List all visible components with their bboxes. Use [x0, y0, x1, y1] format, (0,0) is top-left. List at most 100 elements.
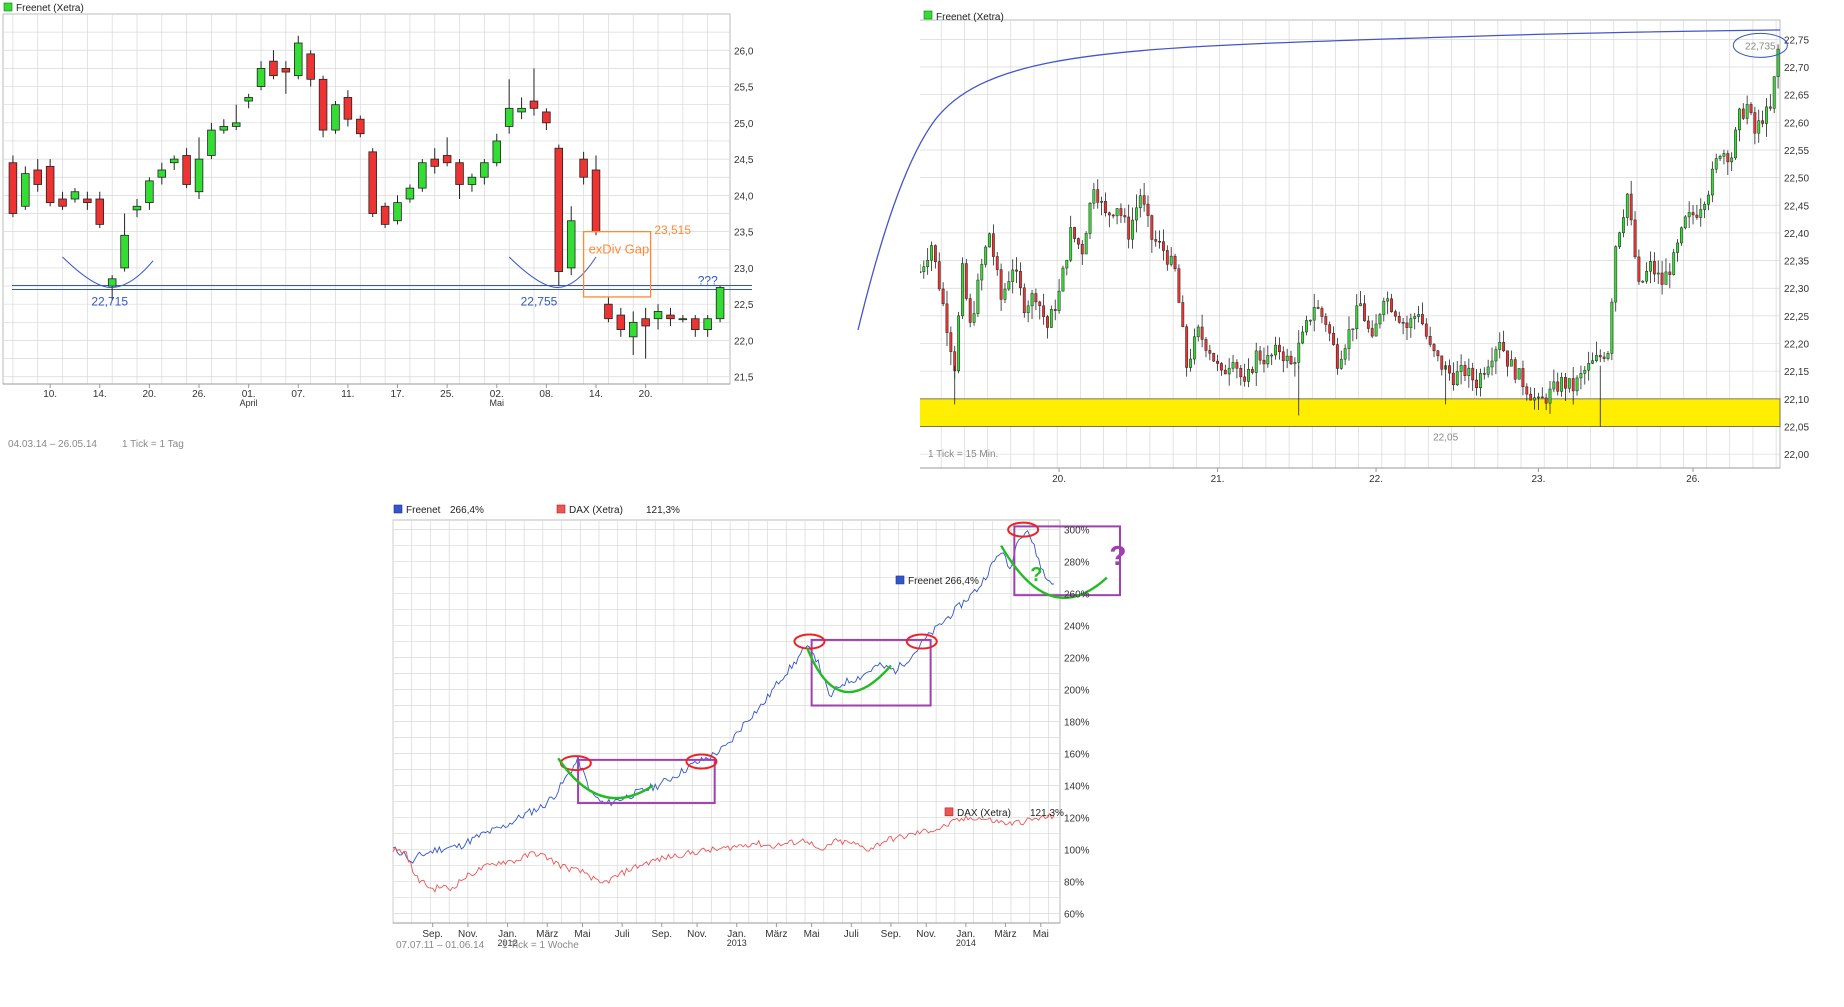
candle-body — [1073, 227, 1076, 239]
x-tick-label: Sep. — [652, 929, 673, 940]
candle-body — [1204, 339, 1208, 351]
candle-body — [1633, 219, 1637, 258]
tick-label: 1 Tick = 15 Min. — [928, 449, 998, 460]
candle-body — [1455, 371, 1459, 386]
candle-body — [678, 318, 688, 321]
dax-inline-name: DAX (Xetra) — [957, 808, 1011, 819]
candle-body — [1281, 351, 1285, 362]
y-tick-label: 100% — [1064, 845, 1090, 856]
candle-body — [1363, 303, 1366, 322]
x-tick-label: März — [994, 929, 1016, 940]
candle-body — [1332, 332, 1335, 345]
candle-body — [591, 169, 601, 233]
y-tick-label: 220% — [1064, 654, 1090, 665]
cup-curve-2 — [806, 647, 892, 694]
candle-body — [628, 321, 638, 338]
x-tick-label: Jan. — [956, 929, 975, 940]
candle-body — [1652, 261, 1656, 275]
candle-body — [1150, 215, 1154, 240]
candle-body — [957, 315, 960, 372]
y-tick-label: 22,20 — [1784, 340, 1809, 351]
candle-body — [58, 198, 67, 207]
candle-body — [1293, 362, 1297, 365]
candle-body — [1046, 316, 1049, 328]
candle-body — [1003, 288, 1007, 300]
candle-body — [1146, 203, 1150, 216]
candle-body — [1707, 194, 1710, 205]
candle-body — [1173, 255, 1177, 269]
candle-body — [1328, 324, 1332, 334]
candle-body — [1320, 308, 1324, 317]
candle-body — [1181, 302, 1185, 327]
candle-body — [715, 287, 725, 320]
gap-top-label: 23,515 — [654, 223, 691, 237]
y-tick-label: 23,5 — [734, 228, 754, 239]
candle-body — [442, 155, 452, 164]
candle-body — [1397, 316, 1401, 323]
candle-body — [1560, 377, 1564, 392]
inner-question-mark: ? — [1030, 564, 1042, 586]
gap-label: exDiv Gap — [589, 241, 650, 256]
x-tick-label: 07. — [291, 389, 305, 400]
candle-body — [83, 198, 92, 204]
candle-body — [1772, 76, 1776, 109]
candle-body — [182, 155, 191, 185]
candle-body — [1092, 189, 1096, 204]
candle-body — [1432, 344, 1436, 352]
candle-body — [1185, 326, 1189, 368]
candle-body — [926, 259, 930, 267]
candle-body — [1278, 344, 1281, 353]
daily-chart-panel: 22,715 22,755 exDiv Gap 23,515??? 21,5 22,0 2… — [0, 0, 780, 470]
x-tick-label: März — [765, 929, 787, 940]
candle-body — [1680, 227, 1683, 244]
candle-body — [1745, 104, 1749, 119]
candle-body — [1347, 329, 1351, 349]
candle-body — [1169, 255, 1173, 265]
candle-body — [1239, 368, 1243, 378]
y-tick-label: 22,10 — [1784, 395, 1809, 406]
candle-body — [294, 42, 303, 77]
candle-body — [1738, 108, 1741, 131]
candle-body — [1100, 201, 1104, 203]
candle-body — [604, 303, 613, 320]
candle-body — [1649, 261, 1652, 272]
candle-body — [1119, 208, 1123, 216]
candle-body — [356, 118, 365, 135]
candle-body — [1575, 377, 1579, 392]
range-box-2 — [810, 638, 932, 707]
x-tick-label: Sep. — [422, 929, 443, 940]
legend-swatch — [923, 10, 933, 20]
candle-body — [984, 246, 988, 265]
candle-body — [331, 104, 340, 131]
candle-body — [1668, 271, 1672, 275]
candle-body — [1378, 314, 1382, 325]
candle-body — [1417, 314, 1420, 317]
x-tick-label: Nov. — [687, 929, 707, 940]
candle-body — [1192, 336, 1196, 360]
candle-body — [1134, 207, 1138, 221]
candle-body — [1587, 363, 1591, 371]
candle-body — [1154, 239, 1158, 242]
candle-body — [1699, 209, 1703, 218]
candle-body — [1583, 369, 1587, 374]
candle-body — [1687, 212, 1691, 218]
candle-body — [1765, 106, 1768, 124]
candle-body — [21, 173, 30, 207]
candle-body — [1683, 216, 1687, 229]
candle-body — [405, 187, 415, 200]
candle-body — [616, 314, 626, 330]
candle-body — [1691, 212, 1695, 216]
candle-body — [945, 303, 949, 333]
y-tick-label: 22,25 — [1784, 312, 1809, 323]
candle-body — [1703, 204, 1707, 210]
candle-body — [579, 158, 588, 178]
candle-body — [1061, 267, 1065, 292]
y-tick-label: 22,00 — [1784, 450, 1809, 461]
x-tick-label: 10. — [43, 389, 57, 400]
candle-body — [1475, 379, 1478, 388]
candle-body — [70, 191, 80, 200]
candle-body — [1053, 309, 1057, 311]
y-tick-label: 80% — [1064, 877, 1084, 888]
candle-body — [1579, 373, 1583, 379]
candle-body — [1536, 396, 1540, 399]
